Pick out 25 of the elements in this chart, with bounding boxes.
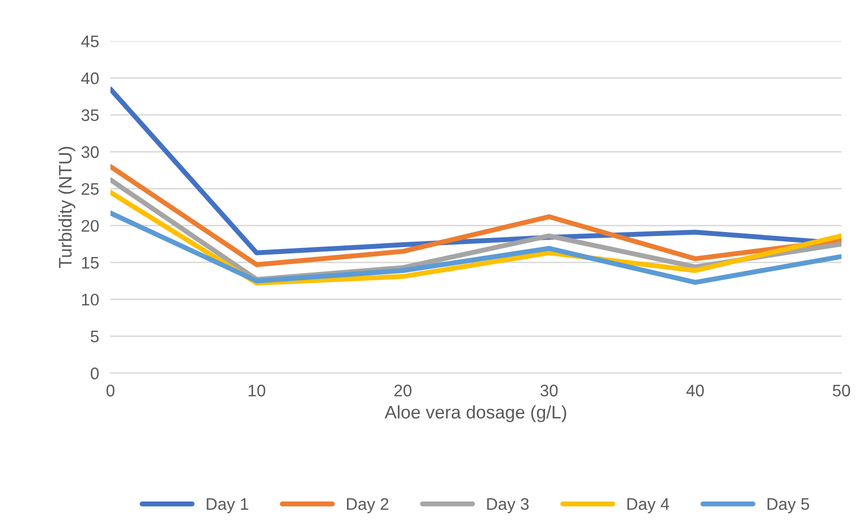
- legend-label: Day 4: [627, 498, 670, 514]
- x-axis-title: Aloe vera dosage (g/L): [384, 405, 566, 422]
- x-tick-label: 30: [540, 384, 558, 396]
- y-tick-label: 45: [81, 36, 99, 48]
- x-tick-label: 0: [106, 384, 114, 396]
- y-tick-label: 5: [90, 330, 99, 342]
- y-tick-label: 20: [82, 220, 99, 232]
- y-tick-label: 35: [81, 109, 99, 122]
- y-tick-label: 15: [82, 257, 99, 269]
- legend-label: Day 2: [347, 498, 388, 514]
- x-tick-label: 40: [686, 384, 704, 396]
- y-tick-label: 10: [82, 294, 99, 306]
- y-tick-label: 25: [82, 183, 99, 195]
- y-tick-label: 0: [90, 368, 99, 380]
- legend-label: Day 3: [487, 498, 529, 514]
- line-series: [110, 164, 842, 268]
- legend-label: Day 1: [206, 498, 248, 514]
- x-tick-label: 20: [394, 384, 412, 396]
- y-tick-label: 40: [81, 72, 99, 84]
- line-series: [110, 210, 842, 285]
- x-tick-label: 10: [248, 384, 266, 396]
- y-tick-label: 30: [81, 146, 99, 158]
- legend-label: Day 5: [768, 498, 810, 514]
- y-axis-title: Turbidity (NTU): [58, 146, 76, 268]
- x-tick-label: 50: [832, 384, 850, 396]
